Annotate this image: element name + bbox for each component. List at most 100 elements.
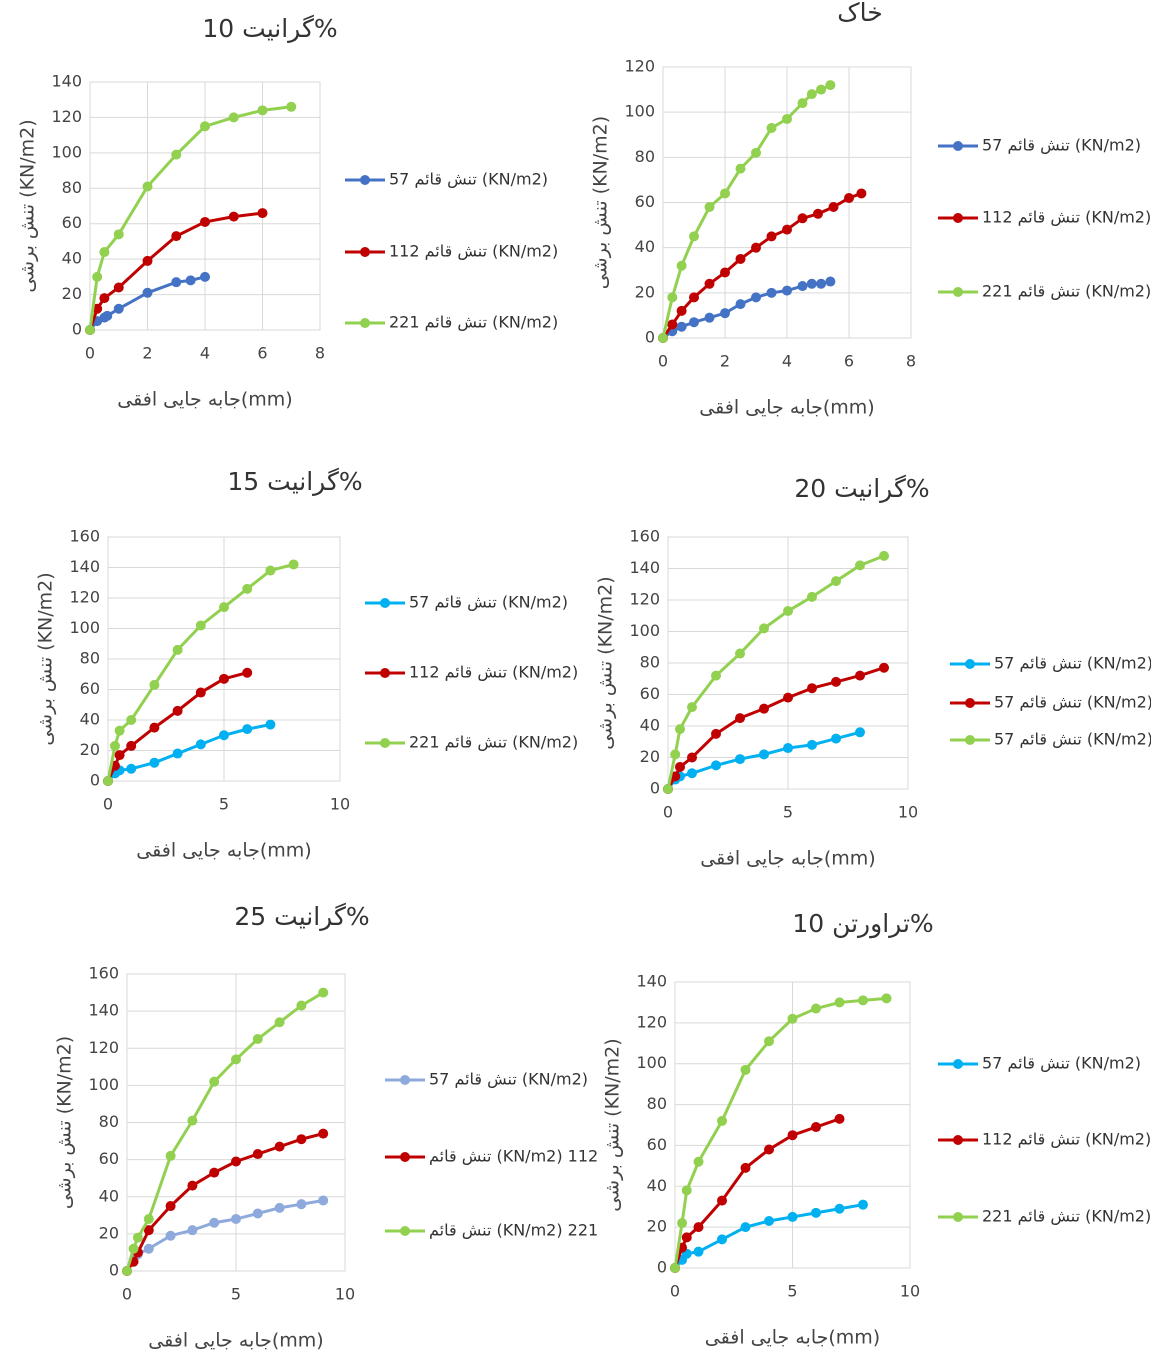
data-point [103,776,113,786]
data-point [676,321,687,332]
y-tick-label: 120 [51,107,82,126]
y-tick-label: 40 [647,1176,667,1195]
data-point [735,648,745,659]
y-tick-label: 20 [647,1217,667,1236]
legend-marker [965,735,975,745]
data-point [811,1003,821,1014]
legend-marker [953,213,963,223]
x-tick-label: 6 [844,352,854,371]
data-point [171,277,182,288]
chart-title: خاک [837,0,882,27]
data-point [219,730,229,741]
data-point [704,312,715,323]
y-tick-label: 80 [62,178,82,197]
y-tick-label: 60 [62,213,82,232]
y-tick-label: 60 [647,1135,667,1154]
data-point [676,260,687,271]
data-point [113,282,124,293]
data-point [787,1130,798,1141]
data-point [881,993,892,1004]
y-tick-label: 120 [629,590,660,609]
data-point [187,1115,198,1126]
data-point [693,1156,704,1167]
y-tick-label: 140 [69,557,100,576]
data-point [783,606,793,617]
data-point [209,1167,220,1178]
data-point [720,308,730,319]
data-point [676,305,687,316]
y-tick-label: 80 [640,653,660,672]
data-point [209,1076,220,1087]
x-tick-label: 0 [663,803,673,822]
data-point [797,213,808,224]
x-axis-label: جابه جایی افقی(mm) [700,848,875,870]
legend-marker [380,738,390,748]
data-point [187,1225,198,1236]
y-tick-label: 0 [109,1261,119,1280]
x-tick-label: 0 [103,795,113,814]
x-axis-label: جابه جایی افقی(mm) [136,840,311,862]
x-tick-label: 10 [898,803,918,822]
chart-title: گرانیت 15% [227,467,362,496]
data-point [766,122,777,133]
data-point [165,1150,176,1161]
legend-marker [965,659,975,669]
legend-marker [380,668,390,678]
legend-marker [360,175,370,185]
data-point [149,757,160,768]
data-point [219,673,229,684]
data-point [143,1214,154,1225]
data-point [252,1208,263,1219]
x-tick-label: 5 [783,803,793,822]
legend-marker [953,287,963,297]
data-point [825,80,836,91]
data-point [142,255,153,266]
chart-title: گرانیت 10% [202,14,337,43]
data-point [759,749,769,760]
x-tick-label: 6 [257,344,267,363]
data-point [122,1266,132,1276]
data-point [766,231,777,242]
data-point [296,1000,307,1011]
legend-label: تنش قائم 57 (KN/m2) [982,1054,1141,1074]
data-point [735,754,745,765]
data-point [681,1232,692,1243]
data-point [787,1211,798,1222]
y-tick-label: 20 [99,1223,119,1242]
y-tick-label: 140 [629,558,660,577]
data-point [693,1222,704,1233]
data-point [797,98,808,109]
data-point [200,121,210,132]
y-tick-label: 80 [647,1094,667,1113]
legend-label: تنش قائم 112 (KN/m2) [982,1130,1151,1150]
data-point [296,1199,307,1210]
data-point [318,987,329,998]
legend-marker [400,1152,410,1162]
data-point [879,550,889,561]
data-point [687,752,697,763]
data-point [228,112,239,123]
legend-marker [400,1075,410,1085]
x-tick-label: 2 [142,344,152,363]
legend-label: تنش قائم 112 (KN/m2) [389,242,558,262]
data-point [231,1054,241,1065]
data-point [113,229,124,240]
x-tick-label: 5 [231,1285,241,1304]
data-point [288,559,299,570]
data-point [806,89,817,100]
x-axis-label: جابه جایی افقی(mm) [705,1327,880,1349]
data-point [195,687,206,698]
data-point [797,281,808,292]
legend-marker [360,318,370,328]
data-point [858,995,868,1006]
y-tick-label: 40 [99,1186,119,1205]
y-tick-label: 20 [640,747,660,766]
y-tick-label: 100 [629,621,660,640]
legend-marker [400,1226,410,1236]
data-point [242,583,253,594]
data-point [806,278,817,289]
data-point [844,192,854,203]
data-point [318,1195,329,1206]
data-point [759,623,769,634]
data-point [717,1195,727,1206]
